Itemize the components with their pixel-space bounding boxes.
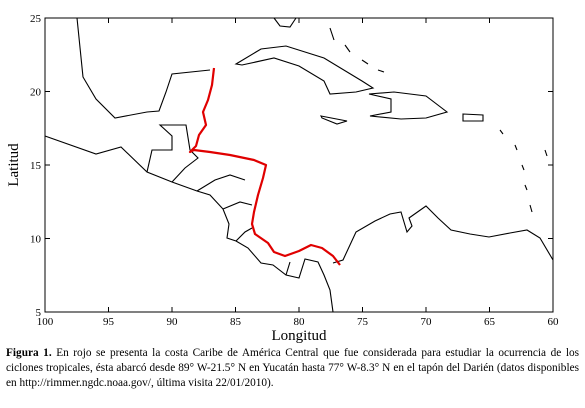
x-tick-label: 95 bbox=[103, 316, 115, 328]
lesser-antilles bbox=[499, 129, 548, 213]
bahamas bbox=[329, 27, 385, 73]
cuba bbox=[234, 45, 375, 95]
x-tick-label: 60 bbox=[548, 316, 560, 328]
y-axis-label: Latitud bbox=[6, 143, 22, 187]
y-tick-label: 15 bbox=[30, 160, 42, 172]
plot-frame bbox=[44, 17, 554, 313]
y-tick-label: 25 bbox=[30, 13, 42, 25]
jamaica bbox=[320, 115, 348, 125]
y-tick-label: 20 bbox=[30, 87, 42, 99]
florida bbox=[273, 17, 297, 28]
figure-caption: Figura 1. En rojo se presenta la costa C… bbox=[6, 346, 579, 391]
map-figure: 100 95 90 85 80 75 70 65 60 5 10 15 20 25 Longitud Lati… bbox=[6, 13, 560, 344]
puerto-rico bbox=[462, 113, 484, 122]
x-tick-label: 85 bbox=[230, 316, 242, 328]
x-tick-label: 75 bbox=[357, 316, 369, 328]
caption-label: Figura 1. bbox=[6, 347, 52, 359]
central-borders bbox=[196, 174, 291, 276]
hispaniola bbox=[368, 91, 449, 120]
south-america-coast bbox=[332, 205, 554, 264]
mexico-gulf-coast bbox=[76, 17, 211, 119]
x-tick-label: 70 bbox=[421, 316, 433, 328]
x-tick-label: 100 bbox=[37, 316, 54, 328]
y-tick-label: 5 bbox=[36, 307, 42, 319]
caribbean-coast-study-area bbox=[188, 67, 341, 266]
y-tick-label: 10 bbox=[30, 234, 42, 246]
guatemala-border bbox=[146, 124, 199, 183]
x-tick-label: 80 bbox=[294, 316, 306, 328]
x-tick-label: 90 bbox=[167, 316, 179, 328]
x-tick-label: 65 bbox=[484, 316, 496, 328]
caption-text: En rojo se presenta la costa Caribe de A… bbox=[6, 347, 579, 389]
x-axis-label: Longitud bbox=[272, 328, 327, 344]
pacific-coast bbox=[44, 135, 334, 313]
coastlines bbox=[44, 17, 554, 313]
